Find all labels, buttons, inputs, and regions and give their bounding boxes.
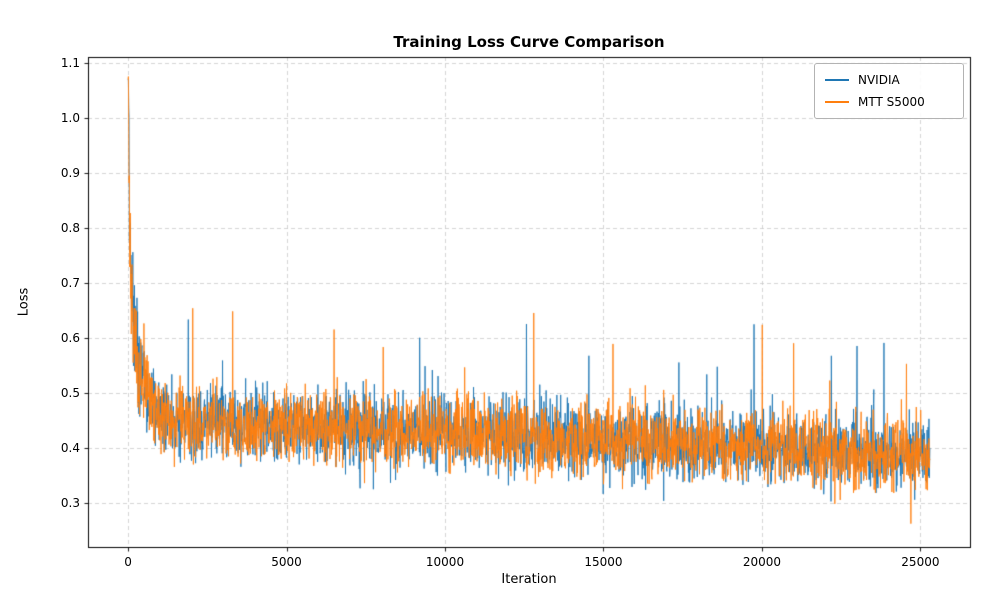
x-tick-label: 10000 — [425, 555, 465, 569]
x-tick-label: 25000 — [901, 555, 940, 569]
x-tick-label: 20000 — [742, 555, 782, 569]
y-tick-label: 1.0 — [60, 110, 80, 125]
y-tick-label: 0.6 — [60, 330, 80, 345]
y-tick-label: 0.7 — [60, 275, 80, 290]
y-tick-label: 0.9 — [60, 165, 80, 180]
x-tick-label: 15000 — [584, 555, 623, 569]
chart-title: Training Loss Curve Comparison — [393, 33, 665, 51]
legend-label: NVIDIA — [858, 73, 900, 87]
legend-entry-nvidia: NVIDIA — [825, 73, 951, 87]
x-tick-label: 5000 — [271, 555, 302, 569]
y-tick-label: 0.4 — [60, 440, 80, 455]
y-tick-label: 0.3 — [60, 495, 80, 510]
legend-label: MTT S5000 — [858, 95, 925, 109]
y-tick-label: 0.5 — [60, 385, 80, 400]
y-axis-label: Loss — [16, 287, 32, 317]
y-tick-label: 0.8 — [60, 220, 80, 235]
legend: NVIDIA MTT S5000 — [814, 63, 964, 119]
y-tick-label: 1.1 — [60, 55, 80, 70]
legend-entry-mtt-s5000: MTT S5000 — [825, 95, 951, 109]
x-axis-label: Iteration — [501, 572, 557, 587]
mtt-s5000-line-swatch-icon — [825, 101, 849, 103]
x-tick-label: 0 — [124, 555, 132, 569]
nvidia-line-swatch-icon — [825, 79, 849, 81]
